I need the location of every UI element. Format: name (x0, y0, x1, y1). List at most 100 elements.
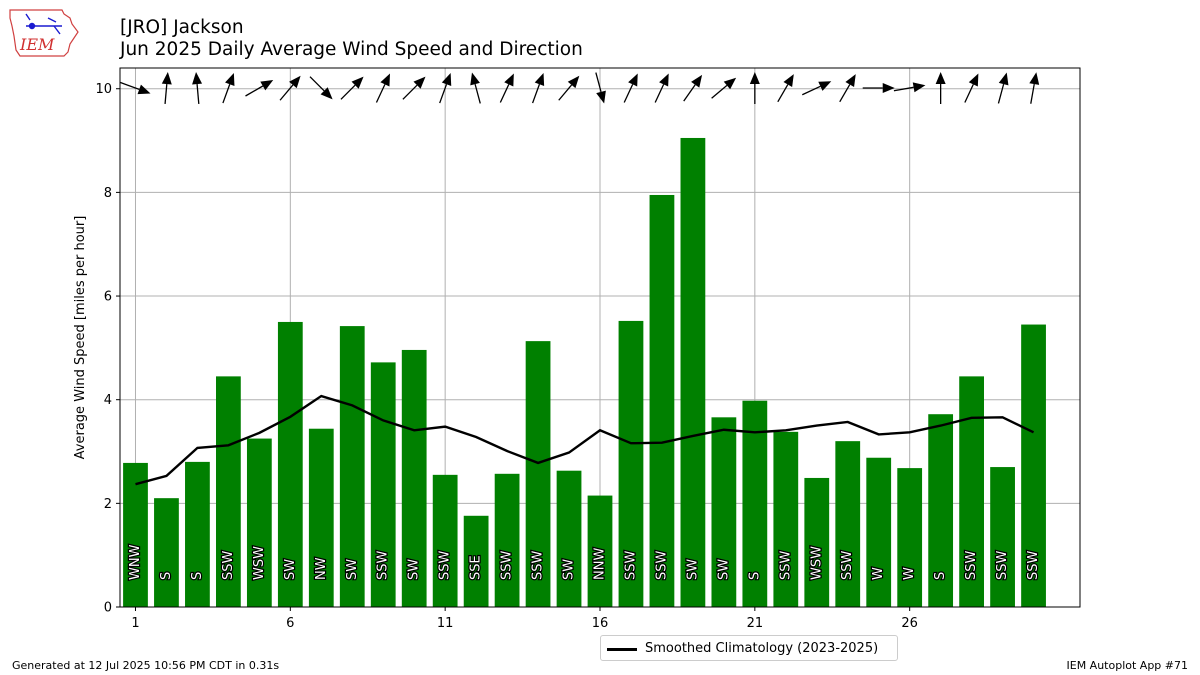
wind-arrow-shaft (196, 83, 200, 104)
wind-direction-label: SSW (840, 550, 855, 580)
x-tick-label: 6 (286, 616, 294, 631)
wind-speed-bar (928, 414, 954, 607)
wind-speed-bar (154, 498, 179, 607)
wind-arrow-shaft (654, 84, 665, 103)
wind-arrow-shaft (558, 84, 573, 101)
wind-arrow-head (596, 90, 606, 104)
wind-arrow-shaft (439, 84, 448, 104)
wind-arrow-shaft (839, 84, 851, 103)
wind-speed-bar (432, 474, 458, 607)
logo-text: IEM (19, 35, 55, 54)
y-tick-label: 10 (95, 82, 112, 97)
wind-speed-bar (339, 326, 365, 607)
wind-direction-label: NNW (593, 548, 608, 580)
wind-direction-label: W (871, 567, 886, 580)
iowa-outline-icon (9, 9, 79, 57)
wind-arrow-shaft (499, 84, 510, 103)
x-tick-label: 26 (901, 616, 918, 631)
wind-arrow-shaft (997, 83, 1005, 104)
wind-direction-arrow (862, 83, 895, 93)
wind-direction-label: SSW (221, 550, 236, 580)
wind-direction-label: SSW (438, 550, 453, 580)
wind-speed-bar (494, 473, 520, 607)
wind-direction-label: WNW (128, 544, 143, 580)
wind-direction-arrow (801, 81, 832, 96)
y-tick-label: 4 (104, 393, 112, 408)
wind-arrow-head (470, 72, 480, 86)
wind-arrow-head (749, 72, 760, 84)
wind-arrow-head (912, 82, 926, 93)
wind-direction-arrow (711, 77, 737, 99)
wind-direction-arrow (222, 72, 235, 104)
wind-direction-arrow (309, 76, 333, 100)
wind-direction-label: SSW (531, 550, 546, 580)
wind-direction-label: SSW (964, 550, 979, 580)
wind-direction-arrow (558, 75, 580, 101)
wind-direction-label: S (933, 572, 948, 580)
wind-direction-label: NW (314, 557, 329, 580)
wind-arrow-head (380, 73, 390, 87)
wind-direction-arrow (964, 73, 979, 103)
wind-arrow-head (659, 73, 669, 87)
wind-speed-bar (308, 428, 334, 607)
wind-arrow-shaft (375, 84, 386, 103)
wind-speed-bar (618, 320, 644, 607)
wind-arrow-head (882, 83, 895, 93)
x-tick-label: 1 (131, 616, 139, 631)
wind-speed-bar (556, 470, 582, 607)
wind-direction-label: SW (345, 559, 360, 580)
y-tick-label: 0 (104, 601, 112, 616)
wind-arrow-shaft (402, 84, 418, 100)
wind-speed-bar (866, 457, 892, 607)
wind-arrow-head (723, 77, 737, 90)
wind-arrow-shaft (801, 85, 821, 96)
chart-title-description: Jun 2025 Daily Average Wind Speed and Di… (120, 39, 583, 60)
wind-direction-label: SW (407, 559, 422, 580)
wind-arrow-shaft (309, 76, 325, 92)
wind-arrow-shaft (623, 84, 634, 103)
wind-arrow-head (998, 72, 1009, 86)
wind-speed-bar (1021, 324, 1046, 607)
wind-speed-bar (773, 431, 799, 607)
wind-direction-label: S (190, 572, 205, 580)
wind-speed-bar (835, 441, 861, 607)
y-tick-label: 6 (104, 290, 112, 305)
wind-direction-label: WSW (809, 546, 824, 580)
wind-direction-arrow (595, 72, 606, 104)
wind-speed-bar (216, 376, 241, 607)
wind-direction-arrow (439, 72, 452, 104)
wind-arrow-head (320, 87, 333, 100)
wind-arrow-head (192, 72, 203, 85)
wind-speed-bar (959, 376, 984, 607)
climatology-line (135, 394, 1035, 486)
wind-direction-label: SSW (623, 550, 638, 580)
wind-direction-arrow (749, 72, 760, 104)
wind-direction-arrow (531, 72, 545, 104)
wind-direction-label: SW (562, 559, 577, 580)
wind-direction-arrow (279, 75, 301, 101)
wind-direction-label: SW (283, 559, 298, 580)
wind-arrow-head (567, 75, 580, 89)
wind-direction-arrow (375, 73, 390, 103)
wind-arrow-head (225, 72, 235, 86)
wind-direction-arrow (499, 73, 514, 103)
wind-direction-label: SSW (500, 550, 515, 580)
wind-arrow-head (968, 73, 979, 87)
wind-speed-bar (246, 438, 272, 607)
wind-direction-label: SSW (995, 550, 1010, 580)
wind-speed-bar (680, 137, 706, 607)
wind-direction-arrow (245, 80, 274, 97)
wind-direction-label: SSW (654, 550, 669, 580)
wind-arrow-shaft (1030, 83, 1035, 104)
wind-speed-bar (370, 362, 396, 607)
wind-direction-arrow (1029, 72, 1040, 104)
wind-direction-arrow (402, 76, 426, 100)
wind-arrow-shaft (711, 84, 728, 99)
wind-arrow-head (628, 73, 638, 87)
wind-direction-arrow (120, 81, 151, 95)
wind-arrow-head (351, 76, 364, 89)
wind-arrow-head (260, 80, 274, 91)
y-axis-label: Average Wind Speed [miles per hour] (73, 216, 88, 460)
wind-direction-arrow (777, 74, 794, 103)
